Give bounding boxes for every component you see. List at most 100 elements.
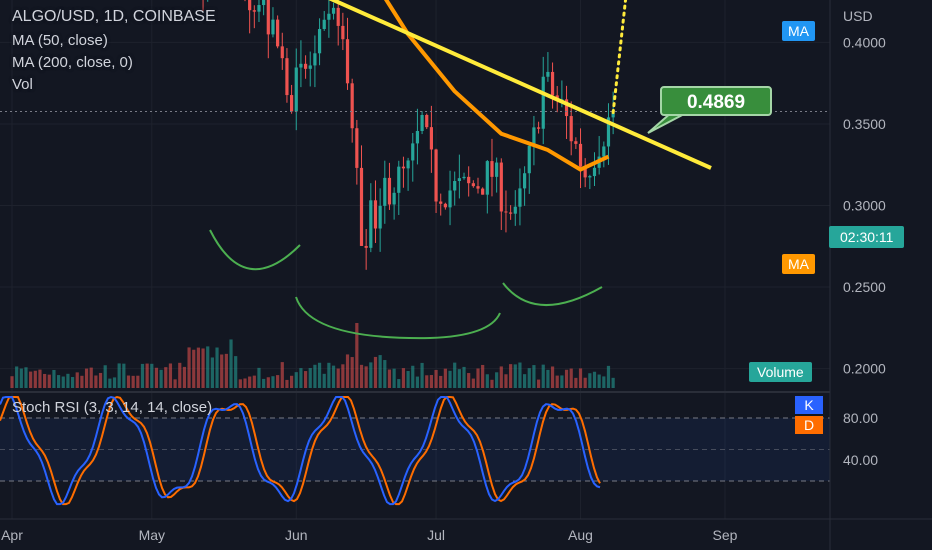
volume-bar	[429, 375, 433, 388]
volume-bar	[327, 362, 331, 388]
candle-body	[499, 162, 503, 212]
volume-bar	[373, 356, 378, 388]
candle-body	[550, 71, 555, 96]
volume-bar	[350, 357, 354, 388]
volume-bar	[383, 360, 387, 388]
candle-body	[602, 146, 606, 157]
candle-body	[411, 143, 415, 161]
volume-bar	[108, 378, 112, 388]
candle-body	[532, 127, 536, 146]
volume-bar	[397, 379, 401, 388]
volume-bar	[392, 368, 396, 388]
volume-bar	[150, 363, 154, 388]
candle-body	[541, 76, 545, 129]
right-shoulder-arc	[502, 282, 603, 307]
volume-bar	[564, 369, 569, 388]
volume-bar	[336, 368, 340, 388]
head-arc	[295, 296, 501, 340]
volume-bar	[215, 347, 219, 388]
volume-bar	[75, 372, 79, 388]
candle-body	[308, 65, 312, 69]
volume-bar	[57, 375, 61, 388]
volume-bar	[187, 347, 191, 388]
volume-bar	[89, 367, 93, 388]
x-tick-label: Jul	[427, 527, 445, 543]
y-tick-label: 0.3000	[843, 198, 886, 214]
stoch-k-line	[0, 395, 601, 506]
volume-bar	[182, 366, 187, 388]
volume-bar	[159, 369, 163, 388]
candle-body	[355, 128, 359, 168]
candle-body	[574, 141, 578, 144]
volume-bar	[229, 339, 233, 388]
volume-bar	[536, 379, 541, 388]
volume-bar	[178, 362, 182, 388]
target-projection	[611, 0, 628, 115]
volume-bar	[276, 375, 280, 388]
candle-body	[383, 177, 387, 206]
candle-body	[299, 63, 303, 68]
stoch-rsi-title[interactable]: Stoch RSI (3, 3, 14, 14, close)	[12, 399, 213, 416]
candle-body	[485, 161, 489, 195]
volume-bar	[308, 368, 312, 388]
volume-bar	[359, 364, 364, 388]
volume-bar	[317, 362, 322, 388]
indicator-ma200[interactable]: MA (200, close, 0)	[12, 54, 133, 71]
candle-body	[387, 177, 392, 205]
indicator-ma50[interactable]: MA (50, close)	[12, 32, 108, 49]
candle-body	[509, 212, 513, 214]
volume-bar	[168, 363, 173, 388]
candle-body	[369, 200, 373, 248]
volume-bar	[345, 354, 350, 388]
candle-body	[262, 0, 266, 6]
volume-bar	[33, 370, 37, 388]
candle-body	[252, 10, 256, 12]
candle-body	[317, 29, 322, 54]
candle-body	[280, 46, 284, 59]
volume-bar	[578, 368, 583, 388]
volume-bar	[136, 375, 140, 388]
volume-bar	[220, 354, 224, 388]
volume-bar	[80, 375, 84, 388]
volume-bar	[541, 364, 545, 388]
volume-bar	[495, 372, 499, 388]
volume-bar	[462, 366, 466, 388]
volume-bar	[471, 378, 475, 388]
volume-bars	[10, 323, 615, 388]
volume-bar	[457, 369, 461, 388]
candle-body	[476, 186, 480, 189]
volume-bar	[126, 375, 131, 388]
volume-bar	[262, 378, 266, 388]
volume-bar	[238, 379, 242, 388]
volume-bar	[592, 371, 597, 388]
volume-bar	[401, 368, 406, 388]
candle-body	[378, 205, 382, 229]
volume-bar	[569, 368, 573, 388]
candle-body	[401, 166, 406, 169]
volume-bar	[122, 363, 126, 388]
candle-body	[359, 167, 364, 246]
volume-bar	[43, 373, 47, 388]
resistance-trendline	[328, 0, 712, 170]
target-price-callout[interactable]: 0.4869	[660, 86, 772, 116]
volume-bar	[24, 367, 28, 388]
volume-bar	[411, 365, 415, 388]
symbol-title[interactable]: ALGO/USD, 1D, COINBASE	[12, 8, 216, 25]
volume-bar	[504, 374, 508, 388]
countdown-badge: 02:30:11	[829, 226, 905, 248]
volume-bar	[303, 371, 308, 388]
volume-bar	[597, 374, 601, 388]
volume-bar	[574, 377, 578, 388]
volume-bar	[443, 368, 447, 388]
candle-body	[345, 39, 350, 84]
volume-bar	[117, 363, 121, 388]
volume-bar	[38, 369, 42, 388]
ma200-badge: MA	[782, 21, 815, 41]
volume-bar	[588, 373, 592, 388]
indicator-vol[interactable]: Vol	[12, 76, 33, 93]
volume-bar	[341, 364, 345, 388]
y-tick-label: 0.4000	[843, 34, 886, 50]
volume-bar	[583, 377, 587, 388]
volume-bar	[420, 362, 424, 388]
